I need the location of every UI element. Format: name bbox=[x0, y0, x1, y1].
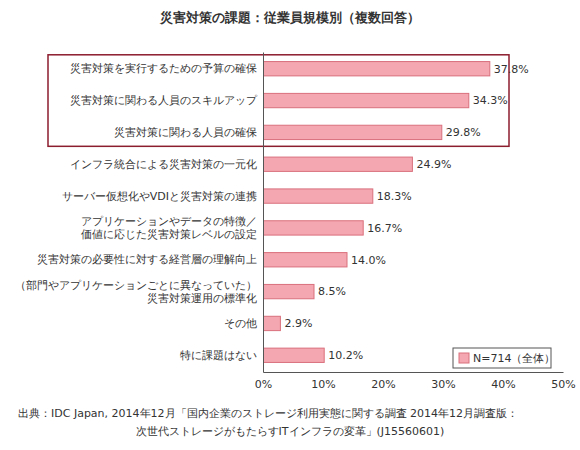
x-tick: 0% bbox=[255, 372, 272, 391]
x-axis-line bbox=[264, 372, 564, 373]
x-tick-label: 50% bbox=[551, 378, 575, 391]
y-tick: 災害対策に関わる人員の確保 bbox=[114, 126, 263, 139]
y-tick: 災害対策に関わる人員のスキルアップ bbox=[70, 94, 263, 107]
data-label: 2.9% bbox=[284, 317, 312, 330]
y-tick-label-line: 災害対策運用の標準化 bbox=[147, 292, 257, 305]
plot: 37.8% 34.3% 29.8% 24.9% 18.3% 16.7% 14.0% 8.5% 2… bbox=[15, 53, 576, 391]
source-note: 出典：IDC Japan, 2014年12月「国内企業のストレージ利用実態に関す… bbox=[18, 407, 518, 420]
bar bbox=[263, 348, 324, 362]
bar bbox=[263, 189, 373, 203]
x-axis: 0% 10% 20% 30% 40% 50% bbox=[255, 372, 576, 391]
data-labels: 37.8% 34.3% 29.8% 24.9% 18.3% 16.7% 14.0% 8.5% 2… bbox=[284, 63, 528, 363]
y-tick: インフラ統合による災害対策の一元化 bbox=[70, 158, 263, 171]
x-tick-label: 20% bbox=[371, 378, 395, 391]
bar bbox=[263, 316, 280, 330]
y-tick: （部門やアプリケーションごとに異なっていた）災害対策運用の標準化 bbox=[15, 279, 263, 305]
y-tick: 災害対策を実行するための予算の確保 bbox=[70, 62, 263, 75]
y-tick: その他 bbox=[224, 317, 263, 330]
x-tick-label: 30% bbox=[431, 378, 455, 391]
y-tick-label-line: 価値に応じた災害対策レベルの設定 bbox=[81, 228, 257, 241]
data-label: 18.3% bbox=[377, 190, 412, 203]
y-tick-label: 特に課題はない bbox=[180, 349, 257, 362]
bar bbox=[263, 284, 314, 298]
chart: 災害対策の課題：従業員規模別（複数回答） 37.8% 34.3% 29.8% 24.9%… bbox=[0, 0, 580, 450]
bar bbox=[263, 221, 363, 235]
bar bbox=[263, 125, 442, 139]
data-label: 29.8% bbox=[446, 126, 481, 139]
legend: N=714（全体） bbox=[453, 348, 555, 368]
x-tick: 50% bbox=[551, 372, 575, 391]
source: 出典：IDC Japan, 2014年12月「国内企業のストレージ利用実態に関す… bbox=[18, 407, 518, 438]
y-tick: アプリケーションやデータの特徴／価値に応じた災害対策レベルの設定 bbox=[81, 215, 263, 241]
y-tick-label-line: （部門やアプリケーションごとに異なっていた） bbox=[15, 279, 257, 292]
x-tick: 30% bbox=[431, 372, 455, 391]
y-tick-label: （部門やアプリケーションごとに異なっていた）災害対策運用の標準化 bbox=[15, 279, 257, 305]
y-tick-label-line: アプリケーションやデータの特徴／ bbox=[81, 215, 257, 228]
y-tick-label: 災害対策に関わる人員の確保 bbox=[114, 126, 257, 139]
data-label: 16.7% bbox=[367, 222, 402, 235]
title: 災害対策の課題：従業員規模別（複数回答） bbox=[159, 10, 420, 25]
legend-swatch bbox=[459, 353, 469, 363]
y-tick-label: その他 bbox=[224, 317, 257, 330]
source-note: 次世代ストレージがもたらすITインフラの変革」(J15560601) bbox=[136, 425, 445, 438]
bar bbox=[263, 62, 490, 76]
y-axis-line bbox=[263, 53, 264, 373]
bar bbox=[263, 93, 469, 107]
bar bbox=[263, 253, 347, 267]
data-label: 8.5% bbox=[318, 285, 346, 298]
x-tick-label: 40% bbox=[491, 378, 515, 391]
y-tick: 災害対策の必要性に対する経営層の理解向上 bbox=[37, 253, 263, 266]
data-label: 37.8% bbox=[494, 63, 529, 76]
data-label: 24.9% bbox=[416, 158, 451, 171]
y-tick-label: インフラ統合による災害対策の一元化 bbox=[70, 158, 257, 171]
x-tick: 20% bbox=[371, 372, 395, 391]
x-tick-label: 10% bbox=[311, 378, 335, 391]
x-tick: 40% bbox=[491, 372, 515, 391]
bars bbox=[263, 62, 490, 363]
y-axis: 災害対策を実行するための予算の確保災害対策に関わる人員のスキルアップ災害対策に関… bbox=[15, 53, 264, 373]
highlight-box bbox=[48, 55, 509, 147]
data-label: 34.3% bbox=[473, 94, 508, 107]
y-tick-label: 災害対策に関わる人員のスキルアップ bbox=[70, 94, 258, 107]
y-tick-label: サーバー仮想化やVDIと災害対策の連携 bbox=[62, 190, 257, 203]
y-tick-label: アプリケーションやデータの特徴／価値に応じた災害対策レベルの設定 bbox=[81, 215, 257, 241]
bar bbox=[263, 157, 412, 171]
y-tick-label: 災害対策の必要性に対する経営層の理解向上 bbox=[37, 253, 257, 266]
data-label: 14.0% bbox=[351, 254, 386, 267]
x-tick: 10% bbox=[311, 372, 335, 391]
legend-label: N=714（全体） bbox=[473, 352, 555, 365]
y-tick: サーバー仮想化やVDIと災害対策の連携 bbox=[62, 190, 263, 203]
data-label: 10.2% bbox=[328, 349, 363, 362]
y-tick: 特に課題はない bbox=[180, 349, 263, 362]
x-tick-label: 0% bbox=[255, 378, 272, 391]
y-tick-label: 災害対策を実行するための予算の確保 bbox=[70, 62, 257, 75]
